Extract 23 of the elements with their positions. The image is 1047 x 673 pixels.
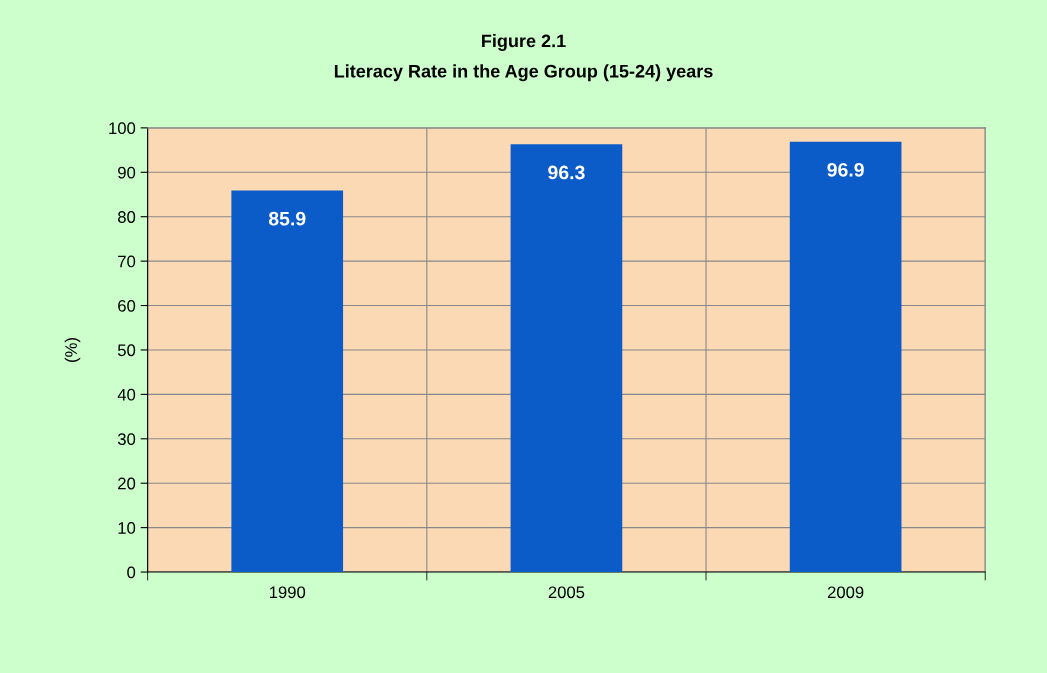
y-tick-label: 30 bbox=[117, 433, 136, 445]
y-tick-label: 0 bbox=[127, 566, 136, 579]
data-label: 96.3 bbox=[548, 165, 585, 180]
chart-subtitle: Literacy Rate in the Age Group (15-24) years bbox=[334, 64, 713, 82]
y-tick-label: 20 bbox=[118, 477, 136, 490]
x-tick-label: 1990 bbox=[269, 586, 306, 599]
y-tick-label: 50 bbox=[117, 344, 136, 357]
y-tick-label: 60 bbox=[118, 299, 136, 312]
bar bbox=[789, 141, 902, 573]
y-tick-label: 10 bbox=[118, 522, 136, 534]
x-tick-label: 2009 bbox=[827, 586, 864, 599]
x-tick-label: 2005 bbox=[548, 586, 585, 599]
y-axis-title: (%) bbox=[64, 338, 81, 362]
data-label: 96.9 bbox=[827, 162, 864, 177]
data-label: 85.9 bbox=[268, 211, 306, 226]
y-tick-label: 80 bbox=[118, 211, 136, 223]
y-tick-label: 70 bbox=[118, 255, 136, 268]
chart-title: Figure 2.1 bbox=[482, 34, 566, 51]
y-tick-label: 90 bbox=[118, 166, 136, 179]
bar bbox=[510, 144, 623, 573]
bar bbox=[231, 190, 344, 573]
y-tick-label: 40 bbox=[117, 388, 136, 401]
y-tick-label: 100 bbox=[109, 122, 136, 135]
